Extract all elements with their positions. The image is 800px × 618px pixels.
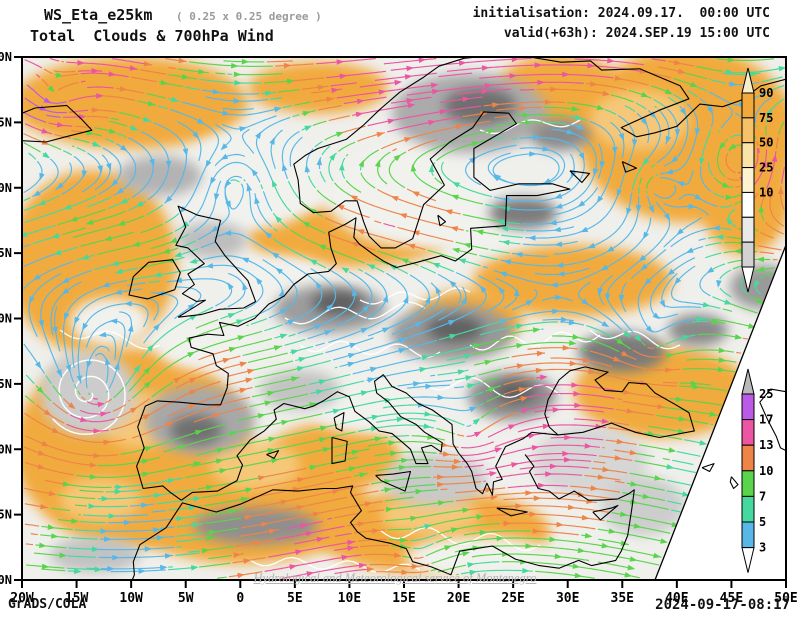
- page-subtitle: Total Clouds & 700hPa Wind: [30, 27, 274, 45]
- y-axis-label: 35N: [0, 508, 12, 522]
- y-axis-label: 30N: [0, 573, 12, 587]
- y-axis-label: 55N: [0, 246, 12, 260]
- cloud-colorbar-label: 90: [759, 86, 773, 100]
- x-axis-label: 30E: [556, 591, 579, 606]
- resolution-note: ( 0.25 x 0.25 degree ): [176, 10, 322, 23]
- x-axis-label: 15E: [392, 591, 415, 606]
- cloud-contour-lines: [52, 119, 681, 574]
- wind-colorbar: 25 17 13 10 7 5 3: [741, 368, 773, 573]
- x-axis-label: 10W: [119, 591, 143, 606]
- y-axis-label: 60N: [0, 181, 12, 195]
- wind-colorbar-label: 5: [759, 515, 766, 529]
- x-axis-label: 5W: [178, 591, 194, 606]
- wind-colorbar-label: 25: [759, 387, 773, 401]
- y-axis-label: 45N: [0, 377, 12, 391]
- cloud-colorbar-label: 75: [759, 111, 773, 125]
- x-axis-label: 10E: [338, 591, 361, 606]
- wind-colorbar-label: 7: [759, 489, 766, 503]
- initialisation-time: initialisation: 2024.09.17. 00:00 UTC: [472, 6, 770, 21]
- cloud-colorbar: 90 75 50 25 10: [741, 67, 773, 293]
- wind-streamlines-layer: [22, 57, 786, 579]
- y-axis-label: 40N: [0, 442, 12, 456]
- y-axis-label: 65N: [0, 115, 12, 129]
- y-axis-label: 50N: [0, 312, 12, 326]
- x-axis-label: 45E: [720, 591, 743, 606]
- wind-colorbar-label: 3: [759, 541, 766, 555]
- x-axis-label: 50E: [774, 591, 797, 606]
- x-axis-label: 20E: [447, 591, 470, 606]
- wind-colorbar-label: 13: [759, 438, 773, 452]
- cloud-colorbar-label: 10: [759, 185, 773, 199]
- grads-credit: GrADS/COLA: [8, 597, 87, 612]
- valid-time: valid(+63h): 2024.SEP.19 15:00 UTC: [503, 26, 770, 41]
- cloud-colorbar-label: 25: [759, 161, 773, 175]
- wind-colorbar-label: 10: [759, 464, 773, 478]
- x-axis-label: 20W: [10, 591, 34, 606]
- y-axis-label: 70N: [0, 50, 12, 64]
- x-axis-label: 5E: [287, 591, 303, 606]
- coastlines-layer: [22, 57, 786, 580]
- x-axis-label: 40E: [665, 591, 688, 606]
- x-axis-label: 0: [236, 591, 244, 606]
- x-axis-label: 25E: [501, 591, 524, 606]
- x-axis-label: 35E: [611, 591, 634, 606]
- axes: 20W 15W 10W 5W 0 5E 10E 15E 20E 25E 30E 35E 40E 45E 50…: [0, 50, 798, 606]
- wind-colorbar-label: 17: [759, 413, 773, 427]
- creation-timestamp: 2024-09-17-08:17: [655, 597, 790, 613]
- cloud-colorbar-label: 50: [759, 136, 773, 150]
- page-title: WS_Eta_e25km: [44, 6, 153, 24]
- watermark: Hydrological and Meteorological service …: [253, 571, 537, 585]
- x-axis-label: 15W: [65, 591, 89, 606]
